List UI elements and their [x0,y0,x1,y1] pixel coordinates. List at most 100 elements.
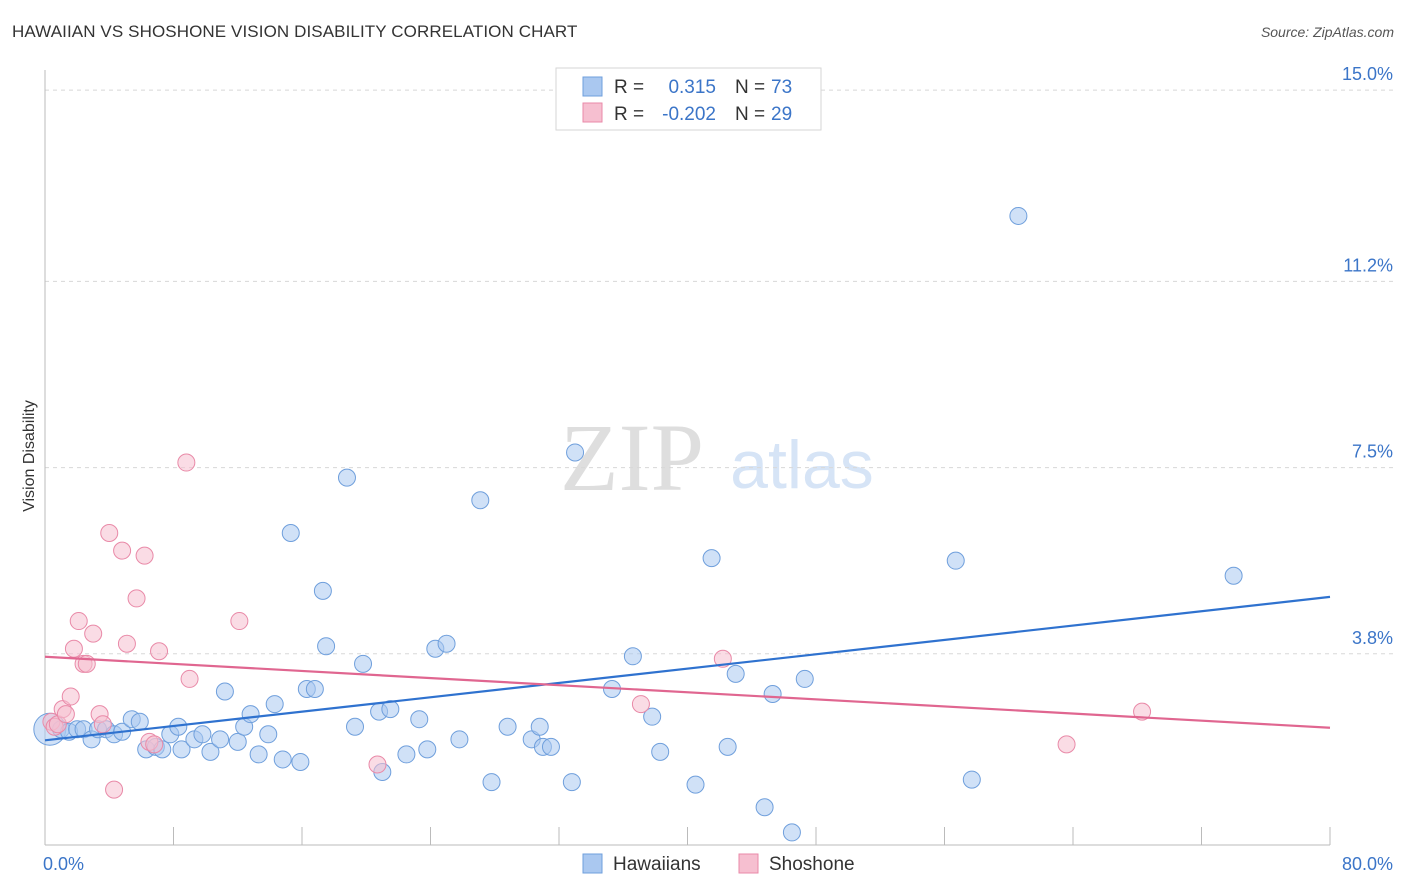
y-tick-label: 15.0% [1342,64,1393,84]
point-hawaiians [211,730,230,749]
point-hawaiians [718,737,737,756]
point-hawaiians [946,551,965,570]
series-legend: Hawaiians Shoshone [582,853,855,875]
point-hawaiians [228,732,247,751]
legend-n-label-shoshone: N = [735,104,765,125]
point-shoshone [105,780,124,799]
point-hawaiians [193,725,212,744]
y-tick-label: 7.5% [1352,442,1393,462]
point-shoshone [150,642,169,661]
grid-lines [45,89,1393,655]
point-hawaiians [562,773,581,792]
point-hawaiians [249,745,268,764]
point-shoshone [368,755,387,774]
trend-lines [44,595,1331,742]
trend-line-hawaiians [44,595,1331,742]
point-hawaiians [305,679,324,698]
point-shoshone [84,624,103,643]
point-hawaiians [410,710,429,729]
point-shoshone [69,612,88,631]
point-hawaiians [437,634,456,653]
legend-swatch-hawaiians [582,76,603,97]
chart-title: HAWAIIAN VS SHOSHONE VISION DISABILITY C… [12,22,578,41]
series-legend-swatch-hawaiians [582,853,603,874]
legend: R = 0.315 N = 73 R = -0.202 N = 29 [555,67,822,131]
series-legend-label-shoshone: Shoshone [769,854,855,875]
point-hawaiians [643,707,662,726]
point-shoshone [61,687,80,706]
point-hawaiians [337,468,356,487]
x-tick-label: 0.0% [43,854,84,874]
y-tick-label: 11.2% [1343,255,1393,275]
watermark-atlas: atlas [730,427,874,503]
point-hawaiians [346,717,365,736]
point-shoshone [177,453,196,472]
legend-r-label-hawaiians: R = [614,77,644,98]
point-hawaiians [686,775,705,794]
legend-r-value-hawaiians: 0.315 [668,77,716,98]
point-hawaiians [313,581,332,600]
point-shoshone [135,546,154,565]
point-hawaiians [702,549,721,568]
point-hawaiians [172,740,191,759]
point-hawaiians [201,742,220,761]
point-hawaiians [450,730,469,749]
point-shoshone [631,695,650,714]
point-shoshone [145,735,164,754]
point-shoshone [56,705,75,724]
point-hawaiians [755,798,774,817]
point-hawaiians [354,654,373,673]
point-shoshone [100,523,119,542]
point-hawaiians [381,700,400,719]
point-hawaiians [541,737,560,756]
point-shoshone [230,612,249,631]
point-hawaiians [215,682,234,701]
point-shoshone [64,639,83,658]
watermark: ZIP atlas [560,404,874,511]
point-shoshone [117,634,136,653]
point-hawaiians [317,637,336,656]
series-legend-swatch-shoshone [738,853,759,874]
trend-line-shoshone [44,655,1331,729]
legend-swatch-shoshone [582,102,603,123]
source-label: Source: ZipAtlas.com [1260,24,1394,40]
point-hawaiians [782,823,801,842]
point-hawaiians [566,443,585,462]
point-shoshone [1057,735,1076,754]
x-tick-label: 80.0% [1342,854,1393,874]
data-points [33,206,1243,842]
y-tick-label: 3.8% [1352,628,1393,648]
point-hawaiians [623,647,642,666]
tick-labels: 3.8% 7.5% 11.2% 15.0% 0.0% 80.0% [43,64,1393,874]
point-hawaiians [498,717,517,736]
point-hawaiians [763,685,782,704]
legend-r-value-shoshone: -0.202 [662,104,716,125]
point-shoshone [1133,702,1152,721]
point-shoshone [180,669,199,688]
point-hawaiians [281,523,300,542]
legend-n-label-hawaiians: N = [735,77,765,98]
point-hawaiians [241,705,260,724]
point-shoshone [127,589,146,608]
point-hawaiians [1009,206,1028,225]
point-shoshone [713,649,732,668]
point-shoshone [113,541,132,560]
point-hawaiians [273,750,292,769]
legend-r-label-shoshone: R = [614,104,644,125]
watermark-zip: ZIP [560,404,704,511]
point-hawaiians [1224,566,1243,585]
point-hawaiians [291,752,310,771]
legend-n-value-shoshone: 29 [771,104,792,125]
point-hawaiians [471,491,490,510]
point-hawaiians [418,740,437,759]
point-hawaiians [530,717,549,736]
point-hawaiians [130,712,149,731]
point-hawaiians [397,745,416,764]
point-hawaiians [795,669,814,688]
point-hawaiians [482,773,501,792]
legend-n-value-hawaiians: 73 [771,77,792,98]
point-hawaiians [726,664,745,683]
series-legend-label-hawaiians: Hawaiians [613,854,701,875]
y-axis-label: Vision Disability [21,400,38,512]
